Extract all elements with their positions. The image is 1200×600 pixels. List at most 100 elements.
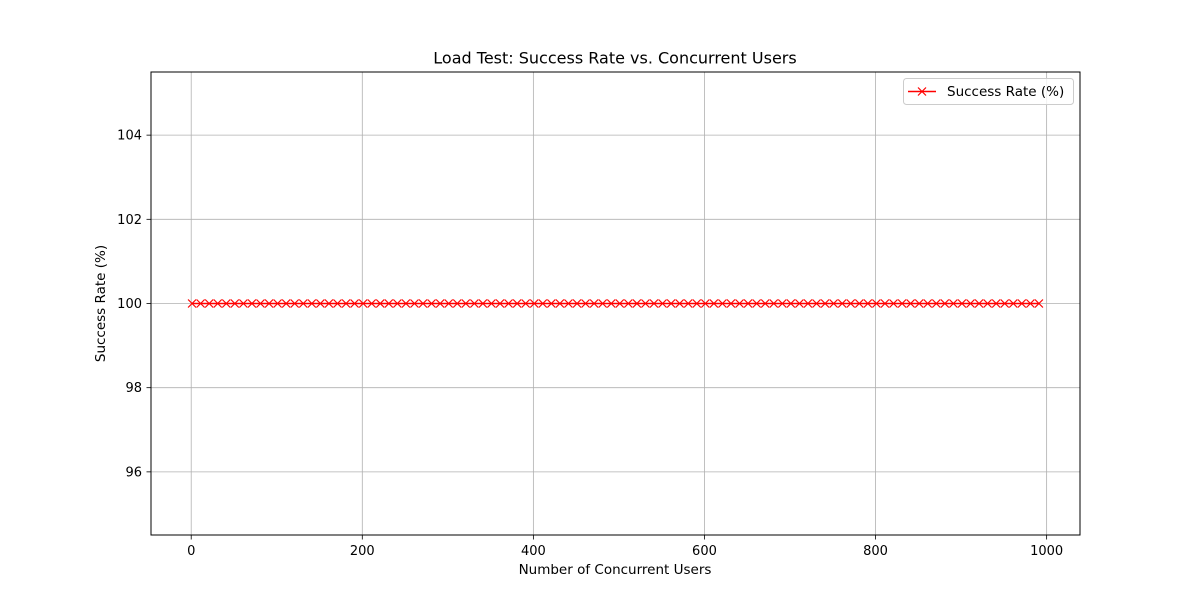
marker-stroke: [658, 299, 667, 308]
marker-stroke: [1017, 299, 1027, 308]
data-point-marker: [187, 299, 197, 308]
marker-stroke: [957, 299, 967, 308]
data-point-marker: [683, 299, 693, 308]
data-point-marker: [709, 299, 719, 308]
marker-stroke: [213, 299, 223, 308]
marker-stroke: [521, 299, 531, 308]
data-point-marker: [812, 299, 821, 308]
data-point-marker: [897, 299, 907, 308]
data-point-marker: [743, 299, 753, 308]
marker-stroke: [940, 299, 950, 308]
marker-stroke: [1025, 299, 1035, 308]
data-point-marker: [401, 299, 411, 308]
marker-stroke: [880, 299, 890, 308]
marker-stroke: [546, 299, 556, 308]
marker-stroke: [221, 299, 231, 308]
data-point-marker: [512, 299, 522, 308]
marker-stroke: [931, 299, 941, 308]
data-point-marker: [384, 299, 394, 308]
marker-stroke: [196, 299, 206, 308]
marker-stroke: [315, 299, 325, 308]
marker-stroke: [598, 299, 608, 308]
x-axis-label: Number of Concurrent Users: [519, 562, 712, 578]
marker-stroke: [854, 299, 864, 308]
data-point-marker: [777, 299, 787, 308]
y-tick-label: 102: [117, 213, 142, 228]
data-point-marker: [615, 299, 625, 308]
data-point-marker: [461, 299, 471, 308]
data-point-marker: [786, 299, 796, 308]
data-point-marker: [204, 299, 214, 308]
legend: Success Rate (%): [903, 78, 1074, 105]
marker-stroke: [700, 299, 710, 308]
marker-stroke: [743, 299, 753, 308]
marker-stroke: [290, 299, 300, 308]
marker-stroke: [829, 299, 839, 308]
data-point-marker: [974, 299, 984, 308]
marker-stroke: [666, 299, 676, 308]
data-point-marker: [940, 299, 950, 308]
x-axis-ticks: 0 200 400 600 800 1000: [187, 535, 1063, 559]
x-tick-label: 400: [521, 544, 546, 559]
marker-stroke: [641, 299, 650, 308]
data-point-marker: [247, 299, 257, 308]
data-point-marker: [752, 299, 762, 308]
data-point-marker: [196, 299, 206, 308]
marker-stroke: [803, 299, 813, 308]
data-point-marker: [213, 299, 223, 308]
data-point-marker: [966, 299, 975, 308]
data-point-marker: [418, 299, 428, 308]
data-point-marker: [358, 299, 368, 308]
data-point-marker: [641, 299, 650, 308]
marker-stroke: [948, 299, 958, 308]
x-tick-label: 1000: [1030, 544, 1063, 559]
marker-stroke: [615, 299, 625, 308]
data-point-marker: [718, 299, 727, 308]
data-point-marker: [435, 299, 445, 308]
marker-stroke: [392, 299, 402, 308]
marker-stroke: [512, 299, 522, 308]
marker-stroke: [264, 299, 274, 308]
marker-stroke: [760, 299, 770, 308]
marker-stroke: [187, 299, 197, 308]
y-tick-label: 98: [125, 381, 142, 396]
data-point-marker: [923, 299, 933, 308]
marker-stroke: [923, 299, 933, 308]
data-point-marker: [273, 299, 283, 308]
marker-stroke: [298, 299, 308, 308]
data-point-marker: [427, 299, 437, 308]
data-point-marker: [1008, 299, 1018, 308]
data-point-marker: [452, 299, 462, 308]
marker-stroke: [529, 299, 539, 308]
marker-stroke: [230, 299, 240, 308]
marker-stroke: [418, 299, 428, 308]
marker-stroke: [495, 299, 505, 308]
marker-stroke: [341, 299, 351, 308]
data-point-marker: [598, 299, 608, 308]
data-point-marker: [623, 299, 633, 308]
legend-box: [903, 78, 1074, 105]
data-point-marker: [991, 299, 1001, 308]
data-point-marker: [820, 299, 830, 308]
marker-stroke: [794, 299, 804, 308]
data-point-marker: [760, 299, 770, 308]
marker-stroke: [504, 299, 513, 308]
marker-stroke: [564, 299, 573, 308]
marker-stroke: [820, 299, 830, 308]
marker-stroke: [572, 299, 582, 308]
marker-stroke: [752, 299, 762, 308]
marker-stroke: [692, 299, 702, 308]
legend-series-label: Success Rate (%): [947, 84, 1064, 100]
marker-stroke: [427, 299, 437, 308]
data-point-marker: [692, 299, 702, 308]
marker-stroke: [401, 299, 411, 308]
data-point-marker: [632, 299, 642, 308]
data-point-marker: [350, 299, 360, 308]
marker-stroke: [204, 299, 214, 308]
marker-stroke: [444, 299, 454, 308]
series-layer: [187, 299, 1044, 308]
data-point-marker: [238, 299, 248, 308]
data-point-marker: [264, 299, 274, 308]
data-point-marker: [871, 299, 881, 308]
